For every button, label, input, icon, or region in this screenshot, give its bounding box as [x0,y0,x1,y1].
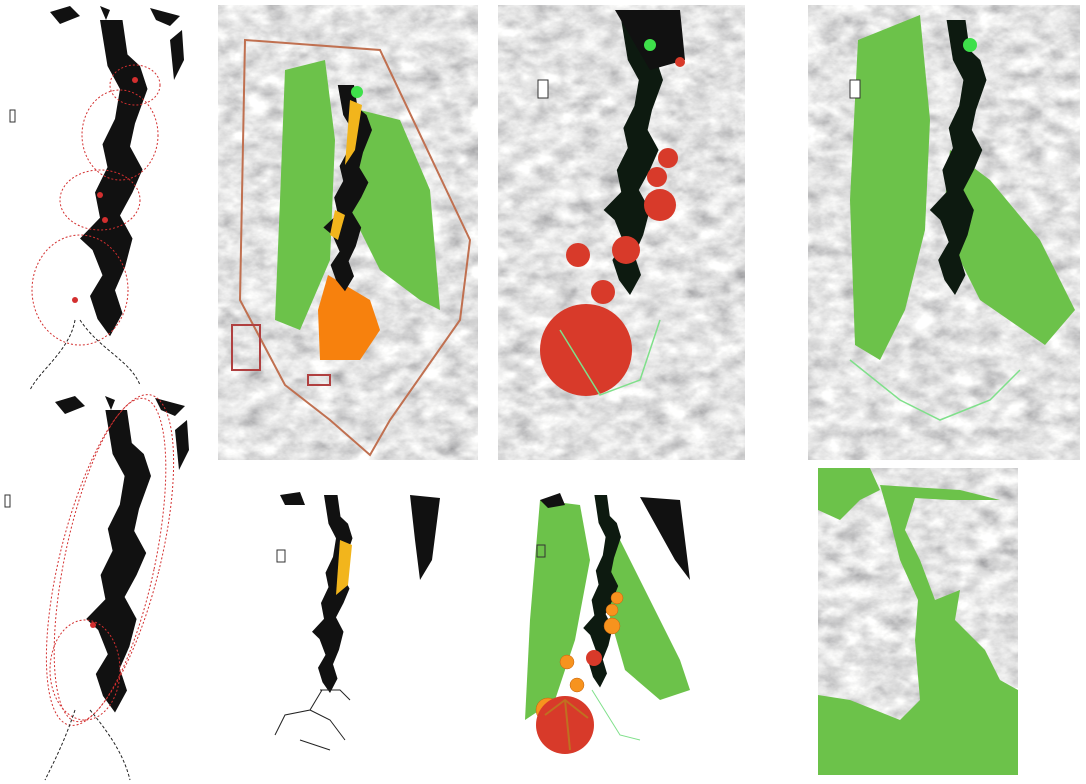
map-shape [540,304,632,396]
map-shape [97,192,103,198]
map-shape [569,677,585,693]
map-shape [945,150,1075,345]
map-shape [963,38,977,52]
map-shape [351,86,363,98]
map-shape [4,494,11,508]
map-shape [81,89,159,181]
panel-7 [525,493,690,754]
map-shape [336,540,352,595]
map-shape [566,243,590,267]
map-shape [318,275,380,360]
map-shape [231,324,261,371]
map-shape [31,64,161,346]
map-shape [644,39,656,51]
map-shape [1000,468,1018,688]
panel-8 [818,468,1018,775]
map-shape [849,359,1021,421]
map-shape [849,79,861,99]
map-shape [591,689,641,741]
panel-2 [218,5,478,460]
map-shape [350,110,440,310]
map-shape [605,530,690,700]
map-shape [44,709,131,781]
map-shape [540,57,685,396]
map-shape [59,169,141,231]
map-shape [540,493,690,580]
map-shape [9,109,16,123]
map-shape [276,549,286,563]
map-shape [591,280,615,304]
map-shape [586,650,602,666]
map-shape [658,148,678,168]
panel-6 [274,492,440,751]
map-shape [818,468,880,520]
map-shape [29,319,76,391]
map-shape [80,20,148,337]
map-shape [647,167,667,187]
panel-3 [498,5,745,460]
map-shape [72,297,78,303]
map-shape [132,77,138,83]
map-shape [72,77,138,303]
map-shape [612,236,640,264]
map-shape [603,617,621,635]
map-shape [280,492,440,580]
map-shape [675,57,685,67]
map-shape [330,100,362,240]
map-shape [307,374,331,386]
map-shape [605,603,619,617]
map-shape [818,485,1018,775]
map-shape [238,38,472,457]
map-shape [644,189,676,221]
map-shape [537,79,549,99]
map-shape [275,60,335,330]
map-shape [544,698,589,751]
map-shape [850,15,930,360]
map-shape [31,234,129,346]
panel-5 [4,394,189,781]
map-shape [79,319,141,386]
map-shape [559,319,661,396]
map-shape [49,619,121,721]
map-shape [102,217,108,223]
map-shape [90,622,96,628]
panel-4 [808,5,1080,460]
map-shape [312,495,353,693]
map-shape [559,654,575,670]
map-shape [610,591,624,605]
map-shape [536,544,546,558]
map-shape [525,500,590,720]
panel-1 [9,6,184,391]
map-shape [274,689,351,751]
map-shape [109,64,161,106]
